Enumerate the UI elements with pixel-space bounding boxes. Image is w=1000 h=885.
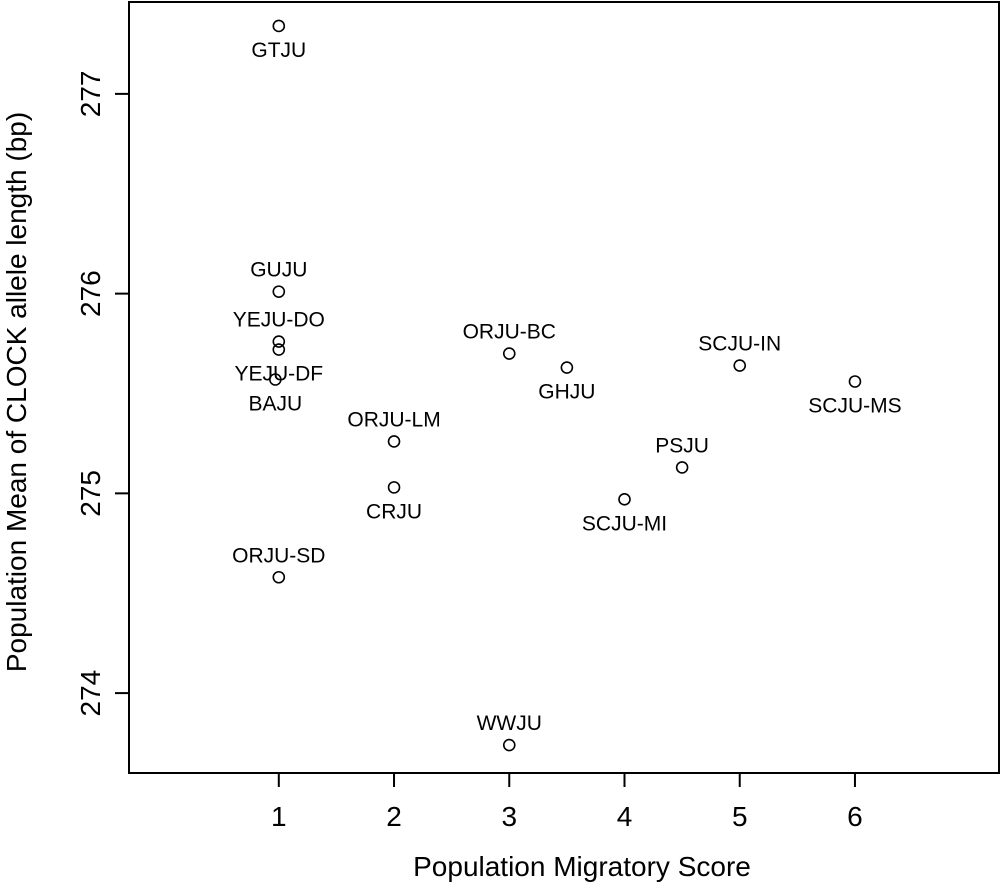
y-axis: 274 275 276 277 [75,71,130,717]
data-point [618,493,631,506]
y-tick-label: 276 [75,270,106,317]
x-tick-label: 2 [386,801,402,832]
data-point [848,375,862,388]
x-tick-label: 6 [847,801,863,832]
y-tick-label: 277 [75,71,106,118]
data-point [272,335,286,348]
point-label: ORJU-LM [347,408,440,431]
point-label: ORJU-BC [463,321,556,344]
data-point [272,343,286,356]
data-point [675,461,689,474]
x-axis: 1 2 3 4 5 6 [271,772,863,832]
x-tick-label: 3 [501,801,517,832]
point-label: YEJU-DO [233,309,325,332]
data-point [502,347,516,360]
data-point [272,19,286,33]
point-label: PSJU [655,434,709,457]
data-point [272,570,286,584]
point-label: YEJU-DF [234,363,323,386]
data-point [269,373,282,386]
y-tick-label: 274 [75,670,106,717]
point-label: SCJU-MS [808,395,901,418]
x-tick-label: 1 [271,801,287,832]
point-label: SCJU-IN [698,333,781,356]
x-tick-label: 5 [732,801,748,832]
y-tick-label: 275 [75,470,106,517]
x-tick-label: 4 [617,801,633,832]
point-label: CRJU [366,500,422,523]
point-label: ORJU-SD [232,544,325,567]
data-point [560,361,574,374]
x-axis-title: Population Migratory Score [413,851,751,882]
data-points: GTJU GUJU YEJU-DO YEJU-DF BAJU ORJU-SD ORJU-LM… [232,19,902,752]
data-point [733,359,747,372]
point-label: GUJU [250,259,307,282]
data-point [272,285,286,298]
data-point [387,435,401,448]
point-label: GHJU [538,381,595,404]
y-axis-title: Population Mean of CLOCK allele length (… [1,112,32,672]
point-label: BAJU [249,393,303,416]
data-point [387,481,401,494]
point-label: GTJU [251,39,306,62]
point-label: WWJU [477,712,542,735]
point-label: SCJU-MI [582,512,667,535]
data-point [502,738,516,752]
